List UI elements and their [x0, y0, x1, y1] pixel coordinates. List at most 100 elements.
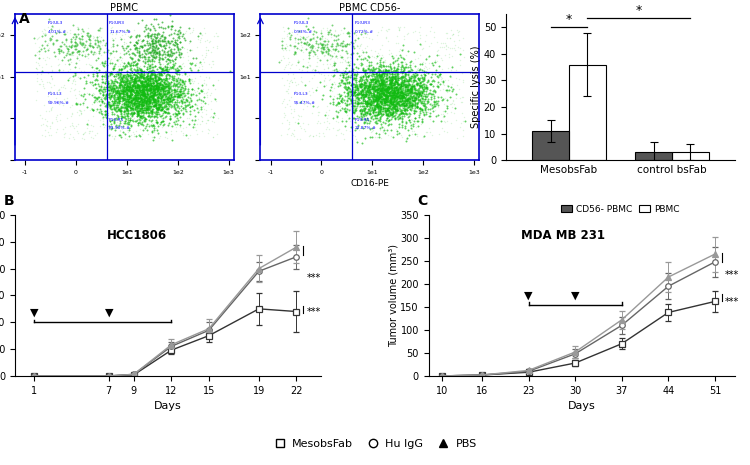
Point [428, 87, 440, 95]
Point [185, 75, 197, 82]
Point [379, 98, 391, 106]
Point [152, 83, 164, 90]
Point [75, 40, 87, 48]
Point [316, 95, 328, 102]
Point [388, 94, 400, 101]
Point [419, 73, 430, 81]
Point [347, 69, 359, 76]
Point [87, 43, 99, 50]
Point [382, 113, 394, 120]
Point [164, 86, 176, 93]
Point [134, 73, 146, 81]
Point [113, 92, 125, 100]
Point [132, 91, 144, 98]
Point [152, 53, 164, 60]
Point [356, 60, 368, 68]
Point [366, 113, 378, 120]
Point [397, 93, 409, 100]
Point [447, 30, 459, 37]
Point [390, 84, 402, 92]
Point [374, 73, 386, 80]
Point [65, 37, 77, 45]
Point [40, 107, 53, 115]
Point [350, 73, 361, 80]
Point [98, 72, 110, 80]
Point [176, 33, 188, 40]
Point [135, 37, 147, 45]
Point [100, 84, 112, 91]
Point [136, 99, 148, 106]
Point [298, 127, 310, 134]
Point [376, 100, 388, 107]
Point [133, 100, 145, 107]
Point [168, 93, 180, 100]
Point [363, 83, 375, 91]
Point [131, 63, 143, 70]
Point [129, 103, 141, 111]
Point [379, 99, 391, 106]
Point [172, 92, 184, 100]
Point [386, 91, 398, 99]
Point [427, 86, 439, 93]
Point [148, 81, 160, 89]
Point [392, 90, 404, 97]
Point [347, 61, 359, 68]
Point [130, 91, 142, 98]
Point [139, 80, 151, 87]
Point [143, 48, 155, 56]
Point [175, 79, 187, 86]
Point [405, 99, 417, 106]
Point [58, 131, 70, 138]
Point [116, 74, 128, 81]
Point [174, 53, 186, 60]
Point [370, 97, 382, 104]
Point [312, 54, 324, 62]
Point [378, 69, 390, 77]
Point [180, 102, 192, 110]
Point [344, 128, 356, 135]
Point [65, 112, 77, 120]
Point [121, 96, 133, 103]
Point [149, 84, 161, 91]
Point [324, 52, 336, 59]
Point [377, 90, 389, 98]
Point [344, 57, 356, 64]
Point [146, 88, 158, 95]
Point [363, 93, 375, 101]
Point [118, 88, 130, 95]
Point [416, 117, 428, 125]
Point [332, 36, 344, 43]
Point [308, 27, 320, 35]
Point [433, 71, 445, 79]
Point [109, 60, 121, 67]
Point [368, 90, 380, 97]
Point [437, 113, 449, 120]
Point [375, 110, 387, 117]
Point [174, 38, 186, 46]
Point [166, 103, 178, 110]
Point [68, 76, 80, 83]
Point [410, 90, 422, 97]
Point [164, 51, 176, 59]
Point [429, 88, 441, 95]
Point [397, 63, 409, 71]
Point [386, 113, 398, 121]
Point [410, 94, 422, 101]
Point [104, 75, 116, 82]
Point [68, 51, 80, 59]
Point [348, 102, 360, 109]
Point [146, 40, 158, 48]
Point [340, 47, 352, 54]
Point [458, 126, 470, 133]
Point [60, 38, 72, 45]
Point [125, 86, 137, 94]
Point [30, 58, 42, 65]
Point [390, 68, 402, 76]
Point [338, 79, 350, 86]
Point [207, 82, 219, 89]
Point [425, 93, 437, 100]
Point [171, 40, 183, 47]
Point [345, 100, 357, 107]
Point [427, 61, 439, 68]
Point [314, 78, 326, 85]
